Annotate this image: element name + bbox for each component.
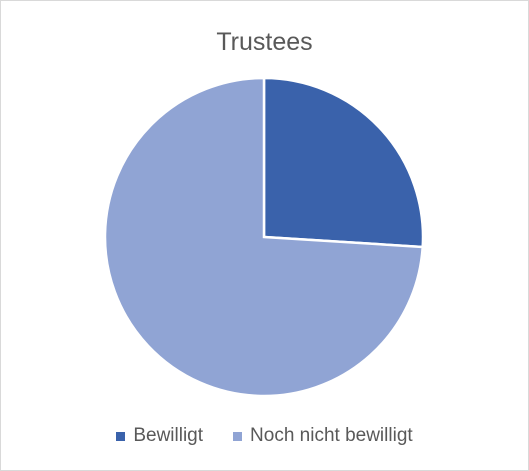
legend-label-bewilligt: Bewilligt (133, 425, 204, 446)
pie-slice-noch-nicht-bewilligt (103, 76, 425, 398)
legend: Bewilligt Noch nicht bewilligt (0, 424, 529, 448)
legend-item-noch-nicht-bewilligt: Noch nicht bewilligt (233, 424, 413, 448)
legend-label-noch-nicht-bewilligt: Noch nicht bewilligt (250, 425, 413, 446)
legend-item-bewilligt: Bewilligt (116, 424, 203, 448)
legend-swatch-bewilligt (116, 431, 126, 441)
chart-title: Trustees (216, 28, 313, 56)
pie-slice-bewilligt (262, 76, 425, 249)
legend-swatch-noch-nicht-bewilligt (233, 431, 243, 441)
